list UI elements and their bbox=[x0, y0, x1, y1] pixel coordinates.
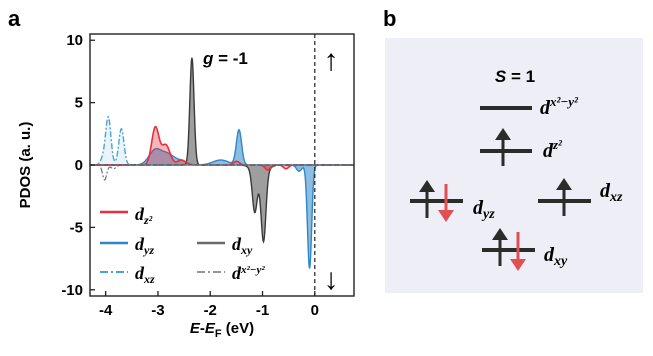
legend-entry-dxy: dxy bbox=[197, 234, 253, 257]
chart-annotation: g = -1 bbox=[202, 49, 248, 68]
legend-sub-dyz: yz bbox=[142, 243, 154, 257]
level-dz2: dz² bbox=[480, 128, 563, 166]
y-tick-label: 5 bbox=[75, 95, 83, 112]
legend-sub-dxz: xz bbox=[143, 272, 155, 286]
panel-b-label: b bbox=[383, 6, 396, 31]
up-arrow-icon bbox=[419, 180, 435, 218]
level-dyz: dyz bbox=[410, 180, 495, 222]
svg-text:dx²−y²: dx²−y² bbox=[540, 94, 579, 119]
level-sub-dx2-y2: x²−y² bbox=[549, 94, 579, 109]
level-sub-dxy: xy bbox=[553, 254, 568, 269]
legend-entry-dxz: dxz bbox=[100, 263, 155, 286]
legend-sub-dz2: z² bbox=[143, 213, 153, 227]
y-tick-label: -5 bbox=[70, 219, 83, 236]
x-tick-label: -4 bbox=[99, 302, 113, 319]
level-dx2-y2: dx²−y² bbox=[480, 94, 579, 119]
panel-b-energy-diagram: b S = 1 dx²−y² dz² bbox=[383, 6, 643, 293]
level-dxz: dxz bbox=[538, 178, 623, 216]
spin-state-label: S = 1 bbox=[495, 67, 535, 86]
level-dxy: dxy bbox=[482, 228, 568, 271]
x-tick-label: -2 bbox=[204, 302, 217, 319]
up-arrow-icon bbox=[492, 228, 508, 266]
spin-up-arrow: ↑ bbox=[324, 44, 339, 77]
x-tick-label: 0 bbox=[311, 302, 319, 319]
svg-text:dxy: dxy bbox=[232, 234, 253, 257]
spin-down-arrow: ↓ bbox=[324, 263, 339, 296]
x-tick-label: -3 bbox=[151, 302, 164, 319]
y-axis-label: PDOS (a. u.) bbox=[17, 122, 34, 209]
legend-sub-dx2y2: x²−y² bbox=[240, 264, 265, 276]
legend-entry-dyz: dyz bbox=[100, 234, 154, 257]
legend-entry-dz2: dz² bbox=[100, 204, 153, 227]
level-sub-dz2: z² bbox=[552, 137, 563, 152]
legend-sub-dxy: xy bbox=[240, 243, 253, 257]
level-label-dxz: d bbox=[600, 180, 611, 202]
legend-entry-dx2y2: dx²−y² bbox=[197, 263, 265, 283]
legend-label-dxy: d bbox=[232, 234, 242, 254]
svg-text:dyz: dyz bbox=[473, 197, 495, 222]
legend-label-dyz: d bbox=[135, 234, 145, 254]
level-label-dxy: d bbox=[544, 244, 555, 266]
x-tick-label: -1 bbox=[256, 302, 269, 319]
level-label-dx2-y2: d bbox=[540, 97, 551, 119]
level-sub-dyz: yz bbox=[481, 207, 495, 222]
y-tick-label: 0 bbox=[75, 157, 83, 174]
legend-label-dxz: d bbox=[135, 263, 145, 283]
panel-a-label: a bbox=[8, 6, 21, 31]
chart-legend: dz² dyz dxz dxy dx²−y² bbox=[100, 204, 265, 286]
svg-text:dxz: dxz bbox=[135, 263, 155, 286]
svg-text:dxz: dxz bbox=[600, 180, 623, 205]
down-arrow-icon bbox=[438, 184, 454, 222]
svg-text:dz²: dz² bbox=[543, 137, 563, 162]
level-sub-dxz: xz bbox=[609, 190, 623, 205]
svg-text:dyz: dyz bbox=[135, 234, 154, 257]
legend-label-dz2: d bbox=[135, 204, 145, 224]
up-arrow-icon bbox=[556, 178, 572, 216]
legend-label-dx2y2: d bbox=[232, 263, 242, 283]
level-label-dyz: d bbox=[473, 197, 484, 219]
y-tick-label: -10 bbox=[61, 282, 83, 299]
up-arrow-icon bbox=[495, 128, 511, 166]
svg-text:dx²−y²: dx²−y² bbox=[232, 263, 265, 283]
svg-text:dz²: dz² bbox=[135, 204, 153, 227]
x-axis-label: E-EF (eV) bbox=[190, 320, 254, 340]
level-label-dz2: d bbox=[543, 140, 554, 162]
svg-text:dxy: dxy bbox=[544, 244, 568, 269]
series-area-dz2 bbox=[90, 126, 354, 170]
y-tick-label: 10 bbox=[66, 32, 83, 49]
down-arrow-icon bbox=[510, 232, 526, 271]
